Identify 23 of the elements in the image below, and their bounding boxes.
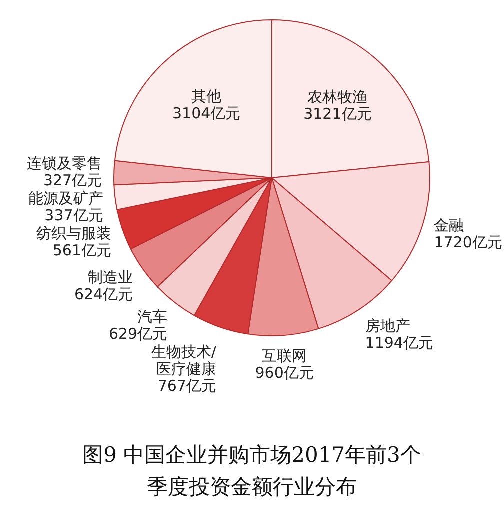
slice-label: 其他 [192,88,222,106]
slice-label: 金融 [434,216,464,235]
data-label: 960亿元 [255,364,314,382]
slice-label: 制造业 [88,268,134,286]
slice-label: 连锁及零售 [27,154,102,173]
data-label: 1194亿元 [365,334,434,352]
data-label: 767亿元 [158,377,216,396]
slice-label: 能源及矿产 [28,190,104,208]
data-label: 3104亿元 [172,104,241,123]
slice-label: 纺织与服装 [36,224,112,243]
slice-label: 汽车 [138,308,168,326]
data-label: 561亿元 [52,242,112,260]
data-label: 327亿元 [43,172,102,190]
data-label: 337亿元 [44,206,104,225]
data-label: 629亿元 [108,325,168,344]
text: 图9 中国企业并购市场2017年前3个季度投资金额行业分布 [82,443,422,499]
slice-label: 互联网 [262,347,308,366]
data-label: 624亿元 [74,285,134,304]
slice-label: 农林牧渔 [308,88,368,106]
data-label: 3121亿元 [304,104,372,123]
slice-label: 生物技术/医疗健康 [151,343,218,378]
slice-label: 房地产 [365,316,410,335]
data-label: 1720亿元 [434,234,502,252]
